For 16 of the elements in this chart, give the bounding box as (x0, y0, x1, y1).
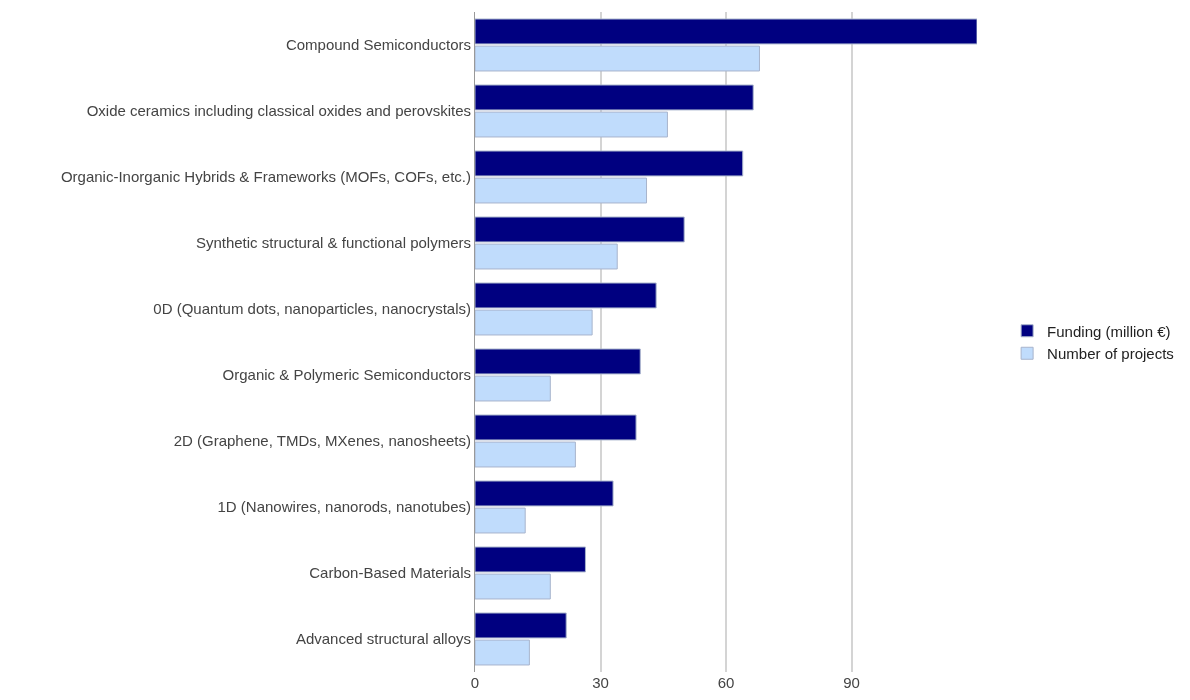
x-tick-label: 90 (843, 674, 860, 691)
legend-label: Funding (million €) (1047, 322, 1171, 340)
legend-label: Number of projects (1047, 345, 1174, 363)
x-tick-label: 0 (470, 674, 480, 691)
y-tick-label: Organic & Polymeric Semiconductors (222, 366, 471, 384)
y-tick-label: Compound Semiconductors (285, 36, 471, 54)
y-tick-label: Carbon-Based Materials (309, 564, 471, 582)
x-tick-label: 30 (592, 674, 609, 691)
y-tick-label: Organic-Inorganic Hybrids & Frameworks (MOFs, COFs, etc.) (60, 168, 471, 186)
y-tick-label: 1D (Nanowires, nanorods, nanotubes) (217, 498, 471, 516)
y-tick-label: Oxide ceramics including classical oxides and perovskites (86, 102, 471, 120)
y-tick-label: 2D (Graphene, TMDs, MXenes, nanosheets) (173, 432, 471, 450)
y-tick-label: Synthetic structural & functional polymers (195, 234, 471, 252)
y-tick-label: 0D (Quantum dots, nanoparticles, nanocrystals) (153, 300, 471, 318)
x-tick-label: 60 (717, 674, 735, 691)
y-tick-label: Advanced structural alloys (295, 630, 471, 648)
